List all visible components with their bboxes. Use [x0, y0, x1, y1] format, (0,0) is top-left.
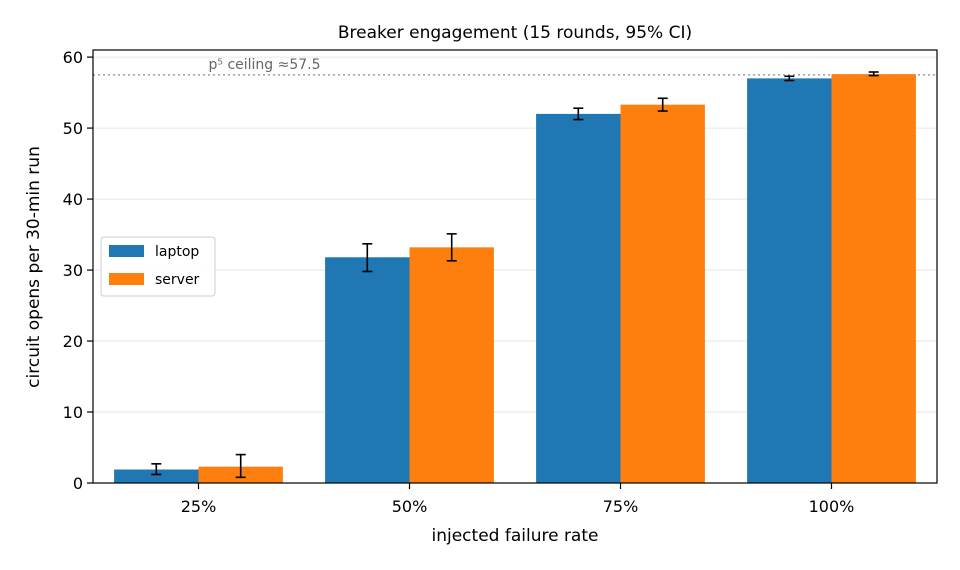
legend-label-laptop: laptop [155, 244, 199, 260]
bar-laptop-50 [325, 257, 410, 483]
legend-label-server: server [155, 272, 200, 288]
reference-line-group: p⁵ ceiling ≈57.5 [93, 57, 937, 76]
legend-swatch-laptop [109, 245, 144, 257]
y-tick-label-30: 30 [63, 261, 83, 280]
legend-swatch-server [109, 273, 144, 285]
reference-line-label: p⁵ ceiling ≈57.5 [209, 57, 321, 73]
plot-frame [92, 49, 938, 484]
x-tick-label-50: 50% [392, 497, 428, 516]
y-tick-label-60: 60 [63, 48, 83, 67]
y-tick-label-0: 0 [73, 474, 83, 493]
y-tick-label-40: 40 [63, 190, 83, 209]
legend: laptop server [100, 236, 216, 297]
x-axis-label: injected failure rate [432, 526, 599, 546]
y-axis-ticks: 0 10 20 30 40 50 60 [63, 48, 93, 493]
y-tick-label-10: 10 [63, 403, 83, 422]
error-bars [151, 71, 879, 479]
y-tick-label-20: 20 [63, 332, 83, 351]
x-tick-label-100: 100% [809, 497, 855, 516]
bars [114, 74, 916, 484]
x-tick-label-75: 75% [603, 497, 639, 516]
bar-laptop-25 [114, 469, 199, 483]
x-axis-ticks: 25% 50% 75% 100% [181, 483, 855, 516]
bar-server-75 [620, 104, 705, 483]
y-axis-label: circuit opens per 30-min run [24, 146, 44, 388]
chart-title: Breaker engagement (15 rounds, 95% CI) [338, 23, 692, 43]
y-tick-label-50: 50 [63, 119, 83, 138]
bar-laptop-75 [536, 113, 621, 483]
bar-server-100 [831, 74, 916, 483]
bar-laptop-100 [747, 78, 832, 484]
bar-server-50 [409, 247, 494, 483]
x-tick-label-25: 25% [181, 497, 217, 516]
